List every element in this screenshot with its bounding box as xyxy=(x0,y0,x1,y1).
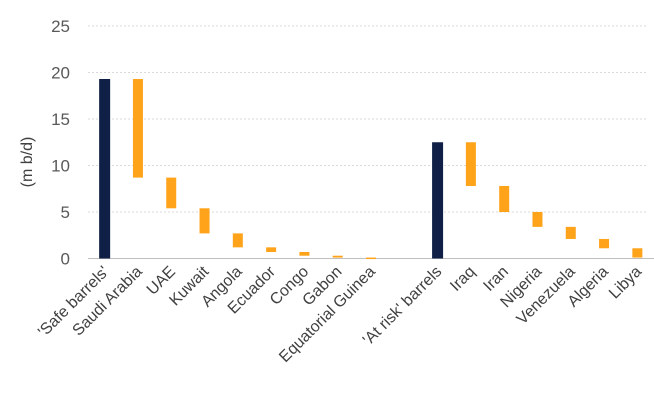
component-bar xyxy=(566,227,576,239)
y-tick-label: 10 xyxy=(51,157,70,176)
x-category-label: Iraq xyxy=(447,263,479,295)
y-tick-label: 20 xyxy=(51,64,70,83)
component-bar xyxy=(599,239,609,248)
component-bar xyxy=(366,258,376,260)
y-axis-title: (m b/d) xyxy=(19,137,36,188)
component-bar xyxy=(532,212,542,227)
component-bar xyxy=(133,79,143,178)
y-axis-ticks: 0 5 10 15 20 25 xyxy=(51,17,70,269)
y-tick-label: 15 xyxy=(51,110,70,129)
total-bar xyxy=(432,142,443,258)
y-tick-label: 25 xyxy=(51,17,70,36)
component-bar xyxy=(632,248,642,257)
x-axis-category-labels: 'Safe barrels'Saudi ArabiaUAEKuwaitAngol… xyxy=(35,263,645,366)
total-bar xyxy=(99,79,110,258)
component-bar xyxy=(299,252,309,256)
component-bar xyxy=(466,142,476,186)
x-category-label: Libya xyxy=(606,263,645,302)
component-bar xyxy=(499,186,509,212)
component-bar xyxy=(200,208,210,233)
component-bar xyxy=(166,178,176,209)
y-tick-label: 0 xyxy=(61,250,70,269)
y-tick-label: 5 xyxy=(61,203,70,222)
component-bar xyxy=(333,256,343,258)
bars xyxy=(99,79,642,259)
component-bar xyxy=(233,233,243,247)
component-bar xyxy=(266,247,276,252)
